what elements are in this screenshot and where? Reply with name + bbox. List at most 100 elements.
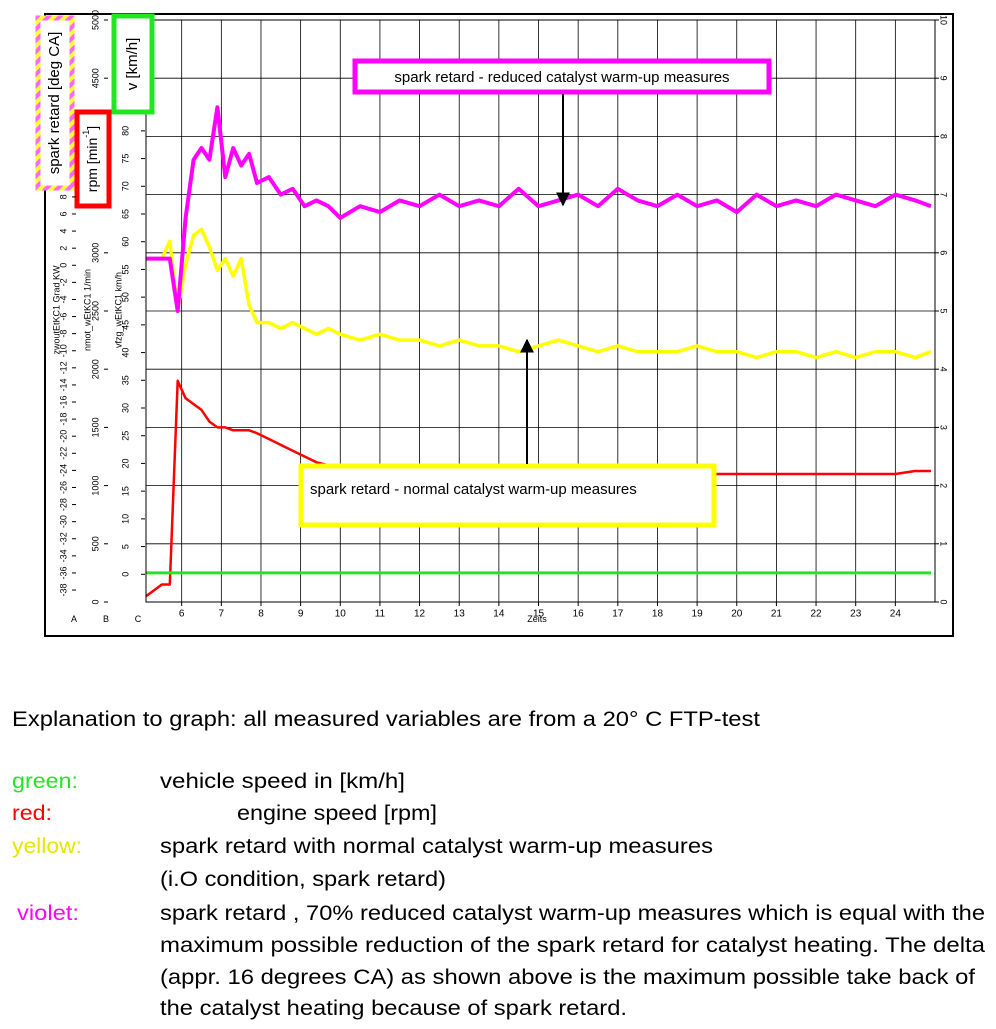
legend-text: spark retard with normal catalyst warm-u… <box>160 835 713 858</box>
left-tick-label: 35 <box>120 375 130 385</box>
axis-title: rpm [min-1] <box>81 126 99 192</box>
x-tick-label: 22 <box>810 609 822 620</box>
legend-text: vehicle speed in [km/h] <box>160 770 405 793</box>
explanation: Explanation to graph: all measured varia… <box>12 708 985 1020</box>
left-tick-label: -30 <box>58 515 68 528</box>
left-tick-label: 6 <box>58 211 68 216</box>
left-tick-label: 5 <box>120 544 130 549</box>
legend-key: violet: <box>17 902 79 925</box>
x-tick-label: 10 <box>335 609 347 620</box>
left-tick-label: 10 <box>120 514 130 524</box>
x-tick-label: 15 <box>533 609 545 620</box>
left-tick-label: -32 <box>58 532 68 545</box>
left-tick-label: -12 <box>58 361 68 374</box>
left-tick-label: 25 <box>120 431 130 441</box>
left-tick-label: 1500 <box>90 417 100 437</box>
axis-title-box <box>74 109 112 209</box>
x-tick-label: 19 <box>692 609 704 620</box>
y-tick-label: 4 <box>939 367 949 372</box>
left-tick-label: 0 <box>58 263 68 268</box>
left-tick-label: -8 <box>58 330 68 338</box>
x-tick-label: 12 <box>414 609 426 620</box>
left-tick-label: 2000 <box>90 359 100 379</box>
annotation-box <box>298 463 717 528</box>
left-tick-label: 2500 <box>90 301 100 321</box>
left-tick-label: 60 <box>120 237 130 247</box>
x-tick-label: 9 <box>298 609 304 620</box>
left-tick-label: -14 <box>58 378 68 391</box>
left-tick-label: 0 <box>90 599 100 604</box>
y-tick-label: 3 <box>939 425 949 430</box>
x-axis-title: Zeits <box>527 614 547 624</box>
axis-channel: nmot_wEtKC1 1/min <box>82 269 92 351</box>
left-tick-label: 50 <box>120 292 130 302</box>
annotation: spark retard - normal catalyst warm-up m… <box>310 481 637 498</box>
x-tick-label: 24 <box>890 609 902 620</box>
x-tick-label: 7 <box>219 609 225 620</box>
left-tick-label: 55 <box>120 264 130 274</box>
axis-title-sup: -1 <box>81 130 91 138</box>
left-tick-label: 5000 <box>90 10 100 30</box>
x-tick-label: 16 <box>573 609 585 620</box>
legend-text: (appr. 16 degrees CA) as shown above is … <box>160 966 975 989</box>
left-tick-label: -26 <box>58 481 68 494</box>
left-tick-label: -36 <box>58 566 68 579</box>
legend-text: spark retard , 70% reduced catalyst warm… <box>160 902 985 925</box>
left-tick-label: 4500 <box>90 68 100 88</box>
plot-border <box>145 19 936 603</box>
left-tick-label: 20 <box>120 458 130 468</box>
x-tick-label: 17 <box>612 609 624 620</box>
left-tick-label: 70 <box>120 181 130 191</box>
y-tick-label: 5 <box>939 308 949 313</box>
legend-text: the catalyst heating because of spark re… <box>160 997 627 1020</box>
x-tick-label: 20 <box>731 609 743 620</box>
y-tick-label: 10 <box>939 15 949 25</box>
left-tick-label: 40 <box>120 348 130 358</box>
axis-title-box <box>35 15 75 191</box>
axis-letter: B <box>103 614 109 624</box>
left-tick-label: -10 <box>58 344 68 357</box>
left-tick-label: -34 <box>58 549 68 562</box>
left-tick-label: 4 <box>58 229 68 234</box>
left-tick-label: -2 <box>58 278 68 286</box>
axis-title: v [km/h] <box>124 38 141 91</box>
left-tick-label: 65 <box>120 209 130 219</box>
left-tick-label: 15 <box>120 486 130 496</box>
annotation-box <box>352 58 772 95</box>
left-tick-label: -38 <box>58 584 68 597</box>
x-tick-label: 8 <box>258 609 264 620</box>
x-tick-label: 21 <box>771 609 783 620</box>
y-tick-label: 6 <box>939 250 949 255</box>
left-tick-label: 2 <box>58 246 68 251</box>
series-line <box>146 227 932 360</box>
x-tick-label: 18 <box>652 609 664 620</box>
left-tick-label: 0 <box>120 572 130 577</box>
y-tick-label: 2 <box>939 483 949 488</box>
left-tick-label: -18 <box>58 413 68 426</box>
x-tick-label: 6 <box>179 609 185 620</box>
axis-letter: C <box>135 614 142 624</box>
axis-letter: A <box>71 614 77 624</box>
axis-title-part: rpm [min <box>84 138 100 192</box>
left-tick-label: -24 <box>58 464 68 477</box>
left-tick-label: 3000 <box>90 243 100 263</box>
left-tick-label: 45 <box>120 320 130 330</box>
left-tick-label: 30 <box>120 403 130 413</box>
left-tick-label: -22 <box>58 447 68 460</box>
legend-text: engine speed [rpm] <box>237 802 437 825</box>
y-tick-label: 8 <box>939 134 949 139</box>
x-tick-label: 13 <box>454 609 466 620</box>
legend-key: yellow: <box>12 835 82 858</box>
legend-text: (i.O condition, spark retard) <box>160 868 446 891</box>
axis-channel: vfzg_wEtKC1 km/h <box>113 272 123 348</box>
x-tick-label: 23 <box>850 609 862 620</box>
y-tick-label: 0 <box>939 599 949 604</box>
left-tick-label: 80 <box>120 126 130 136</box>
explanation-intro: Explanation to graph: all measured varia… <box>12 708 760 731</box>
left-tick-label: 500 <box>90 536 100 551</box>
y-tick-label: 7 <box>939 192 949 197</box>
axis-title-part: ] <box>84 126 100 130</box>
left-tick-label: -28 <box>58 498 68 511</box>
